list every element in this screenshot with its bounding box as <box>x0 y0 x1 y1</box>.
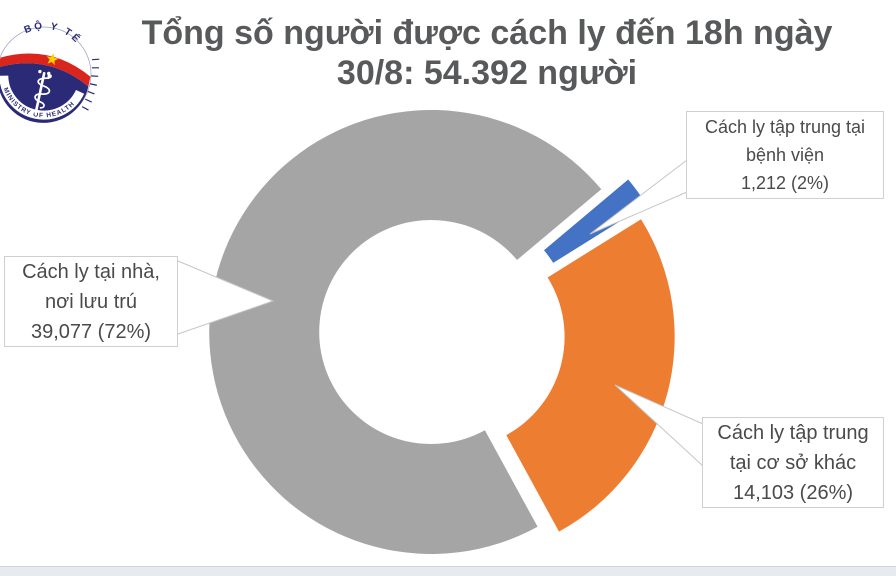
callout-line: Cách ly tập trung <box>717 421 869 444</box>
logo-rim-hatch-marks <box>81 58 100 111</box>
chart-title: Tổng số người được cách ly đến 18h ngày … <box>57 13 896 93</box>
logo-flag-band <box>0 53 91 87</box>
doughnut-slice-1 <box>506 219 675 532</box>
callout-leader-line-0 <box>589 159 688 235</box>
logo-star-icon <box>46 53 59 66</box>
callout-leader-line-1 <box>614 384 704 467</box>
callout-home-quarantine: Cách ly tại nhà, nơi lưu trú 39,077 (72%… <box>4 256 178 347</box>
callout-other-facility-quarantine: Cách ly tập trung tại cơ sở khác 14,103 … <box>702 417 884 508</box>
callout-line: bệnh viện <box>745 145 825 165</box>
callout-line: tại cơ sở khác <box>729 451 857 474</box>
callout-line: Cách ly tập trung tại <box>704 117 866 137</box>
callout-leader-line-2 <box>177 260 275 335</box>
callout-line: nơi lưu trú <box>44 290 138 313</box>
doughnut-slice-0 <box>544 179 647 263</box>
callout-leader-fill-2 <box>178 261 273 334</box>
logo-bottom-band <box>0 75 85 120</box>
logo-asclepius-staff-icon <box>34 69 52 115</box>
callout-value: 1,212 (2%) <box>740 173 830 193</box>
chart-title-line2: 30/8: 54.392 người <box>336 54 638 92</box>
chart-title-line1: Tổng số người được cách ly đến 18h ngày <box>141 14 833 52</box>
callout-hospital-quarantine: Cách ly tập trung tại bệnh viện 1,212 (2… <box>686 111 884 199</box>
callout-value: 39,077 (72%) <box>30 320 152 343</box>
ministry-of-health-logo: BỘ Y TẾ MINISTRY OF HEALTH <box>0 15 100 126</box>
callout-value: 14,103 (26%) <box>732 481 854 504</box>
doughnut-slice-2 <box>209 109 602 554</box>
callout-line: Cách ly tại nhà, <box>22 260 160 283</box>
bottom-window-edge <box>0 566 896 576</box>
